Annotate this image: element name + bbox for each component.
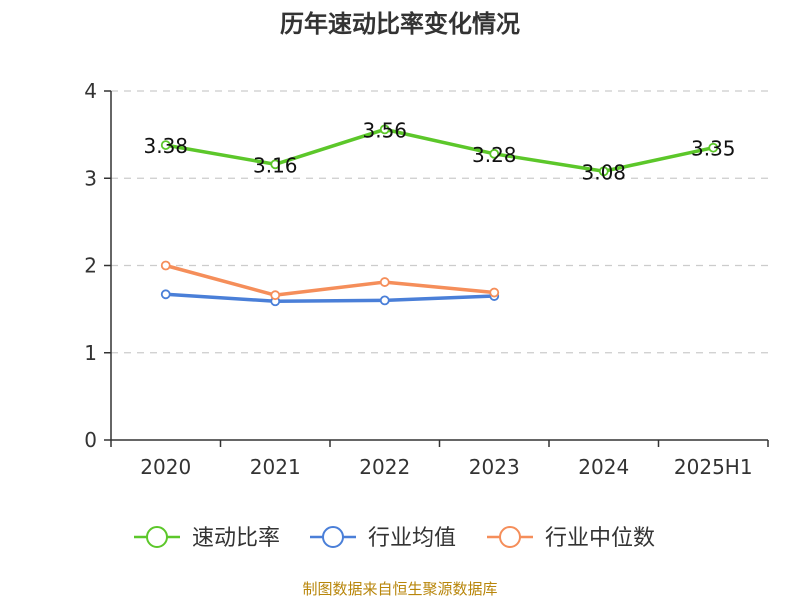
x-tick-label-1: 2021 bbox=[250, 455, 301, 479]
y-tick-label-4: 4 bbox=[84, 79, 97, 103]
point-1-0 bbox=[160, 289, 171, 300]
series-group: 3.38 3.16 3.56 3.28 3.08 3.35 bbox=[143, 118, 736, 307]
data-label-0-0: 3.38 bbox=[143, 134, 188, 158]
x-tick-label-3: 2023 bbox=[469, 455, 520, 479]
x-tick-label-2: 2022 bbox=[359, 455, 410, 479]
x-tick-label-5: 2025H1 bbox=[674, 455, 753, 479]
point-2-0 bbox=[160, 260, 171, 271]
series-line-2 bbox=[165, 263, 495, 297]
legend-marker-1 bbox=[322, 526, 344, 548]
point-2-3 bbox=[489, 287, 500, 298]
legend-marker-2 bbox=[499, 526, 521, 548]
point-2-2 bbox=[379, 277, 390, 287]
source-note: 制图数据来自恒生聚源数据库 bbox=[302, 580, 497, 598]
axes: 0 1 2 3 4 2020 2021 2022 2023 2024 2025H1 bbox=[84, 79, 769, 479]
x-tick-label-0: 2020 bbox=[140, 455, 191, 479]
grid-lines bbox=[111, 90, 768, 354]
legend-label-1: 行业均值 bbox=[368, 526, 456, 551]
point-0-3 bbox=[489, 148, 500, 159]
point-0-1 bbox=[270, 159, 281, 170]
legend-marker-0 bbox=[146, 526, 168, 548]
y-tick-label-2: 2 bbox=[84, 254, 97, 278]
y-tick-label-0: 0 bbox=[84, 428, 97, 452]
legend-label-2: 行业中位数 bbox=[545, 526, 655, 551]
point-0-2 bbox=[379, 124, 390, 135]
data-label-0-2: 3.56 bbox=[362, 118, 407, 142]
legend: 速动比率 行业均值 行业中位数 bbox=[134, 526, 655, 551]
y-tick-label-1: 1 bbox=[84, 341, 97, 365]
data-label-0-5: 3.35 bbox=[691, 137, 736, 161]
data-label-0-4: 3.08 bbox=[581, 160, 626, 184]
point-0-0 bbox=[160, 140, 171, 150]
x-tick-label-4: 2024 bbox=[578, 455, 629, 479]
point-0-4 bbox=[598, 166, 609, 177]
series-line-1 bbox=[165, 292, 495, 304]
point-2-1 bbox=[270, 290, 281, 301]
y-tick-label-3: 3 bbox=[84, 166, 97, 190]
data-label-0-3: 3.28 bbox=[472, 143, 517, 167]
point-1-2 bbox=[379, 295, 390, 306]
data-label-0-1: 3.16 bbox=[253, 153, 298, 177]
series-line-0 bbox=[165, 127, 714, 174]
legend-label-0: 速动比率 bbox=[192, 526, 280, 551]
point-0-5 bbox=[708, 142, 719, 153]
chart-title: 历年速动比率变化情况 bbox=[280, 10, 520, 38]
